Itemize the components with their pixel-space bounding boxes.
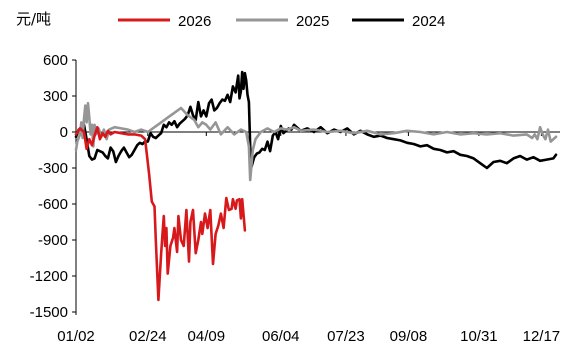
legend-label-2026: 2026 xyxy=(178,13,211,30)
legend-label-2025: 2025 xyxy=(296,13,329,30)
x-tick-label: 10/31 xyxy=(460,328,498,345)
x-tick-label: 12/17 xyxy=(523,328,561,345)
legend: 2026 2025 2024 xyxy=(118,13,445,30)
y-tick-label: -600 xyxy=(38,196,68,213)
y-tick-label: 0 xyxy=(60,124,68,141)
legend-label-2024: 2024 xyxy=(412,13,445,30)
y-tick-label: -1500 xyxy=(30,304,68,321)
series-line-2025 xyxy=(74,101,558,182)
x-tick-label: 07/23 xyxy=(327,328,365,345)
axes: 600 300 0 -300 -600 -900 -1200 -1500 01/02 02/24 0… xyxy=(30,52,561,345)
x-tick-label: 02/24 xyxy=(129,328,167,345)
x-tick-label: 09/08 xyxy=(390,328,428,345)
x-tick-label: 06/04 xyxy=(262,328,300,345)
x-tick-label: 04/09 xyxy=(188,328,226,345)
y-tick-label: 600 xyxy=(43,52,68,69)
series-line-2024 xyxy=(74,70,558,170)
y-tick-label: -900 xyxy=(38,232,68,249)
y-tick-label: -300 xyxy=(38,160,68,177)
y-tick-label: 300 xyxy=(43,88,68,105)
series-line-2026 xyxy=(74,125,247,302)
y-tick-label: -1200 xyxy=(30,268,68,285)
series-layer xyxy=(74,70,558,302)
y-unit-label: 元/吨 xyxy=(16,10,51,28)
x-tick-label: 01/02 xyxy=(57,328,95,345)
